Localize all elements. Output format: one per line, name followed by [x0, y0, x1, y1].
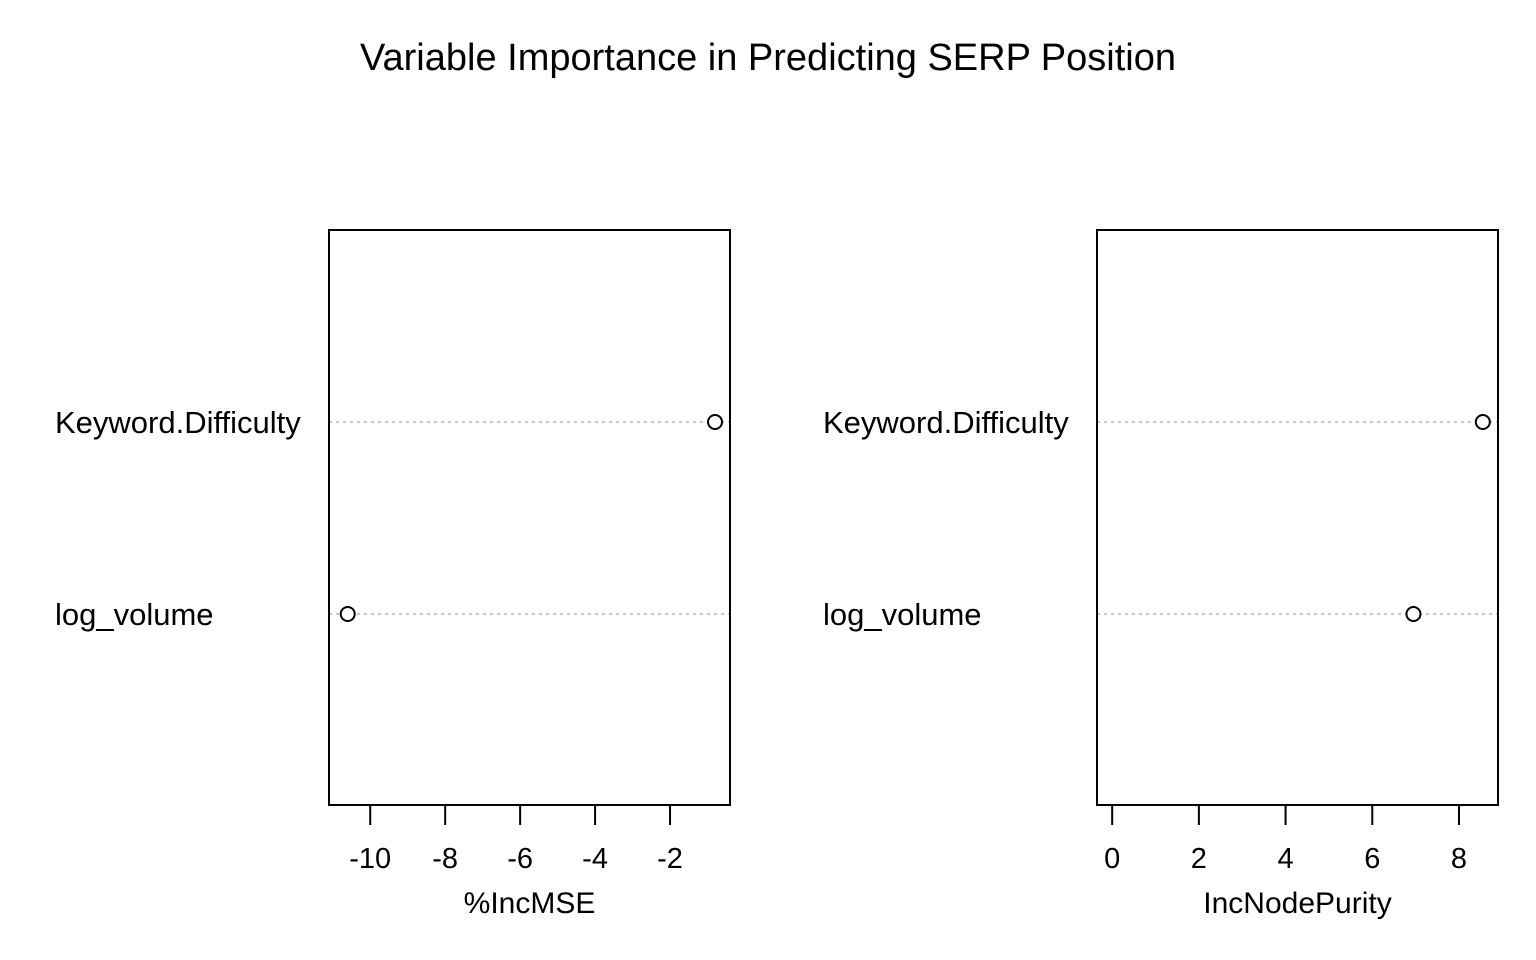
category-label: log_volume	[823, 597, 982, 632]
plot-frame	[328, 229, 731, 806]
x-tick-label: -6	[507, 843, 533, 875]
panel-2: Keyword.Difficulty log_volume 0 2 4 6 8 IncNode…	[823, 229, 1499, 920]
x-tick-label: 4	[1278, 843, 1294, 875]
data-point	[1474, 414, 1491, 430]
data-point	[707, 414, 724, 430]
x-tick-label: 8	[1451, 843, 1467, 875]
data-point	[1405, 606, 1422, 622]
x-tick-label: 6	[1364, 843, 1380, 875]
category-label: Keyword.Difficulty	[823, 405, 1069, 440]
x-tick-label: -10	[349, 843, 391, 875]
data-point	[339, 606, 356, 622]
x-tick-label: -4	[582, 843, 608, 875]
x-tick-label: 0	[1104, 843, 1120, 875]
plot-frame	[1096, 229, 1499, 806]
x-tick-label: 2	[1191, 843, 1207, 875]
x-tick-label: -8	[432, 843, 458, 875]
x-tick-label: -2	[657, 843, 683, 875]
panel-1: Keyword.Difficulty log_volume -10 -8 -6 -4 -2%…	[55, 229, 731, 920]
category-label: Keyword.Difficulty	[55, 405, 301, 440]
x-axis-label: %IncMSE	[464, 887, 596, 920]
category-label: log_volume	[55, 597, 214, 632]
chart-title: Variable Importance in Predicting SERP P…	[360, 37, 1176, 79]
x-axis-label: IncNodePurity	[1203, 887, 1391, 920]
chart-panels: Keyword.Difficulty log_volume -10 -8 -6 -4 -2%…	[55, 229, 1499, 920]
